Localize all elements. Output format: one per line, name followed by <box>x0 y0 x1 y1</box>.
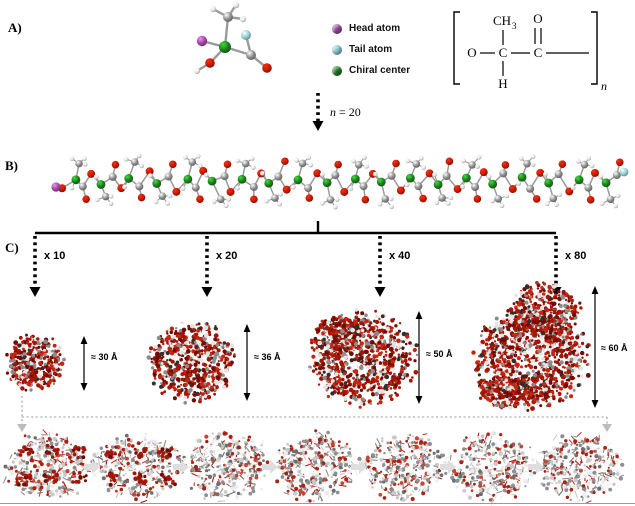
size-measure-arrows <box>80 286 599 408</box>
n-equals-label: n = 20 <box>330 105 361 120</box>
left-bracket <box>453 11 460 85</box>
multiplier-label-x80: x 80 <box>565 250 587 262</box>
polymerization-arrow-icon <box>312 93 324 131</box>
legend-item-head-atom: Head atom <box>332 18 410 39</box>
formula-o-ester: O <box>467 45 476 60</box>
chiral-center-icon <box>332 65 342 76</box>
head-atom-icon <box>332 23 342 34</box>
nanoparticle-snapshots <box>2 429 625 506</box>
assembly-branch-lines <box>29 221 562 297</box>
size-label-36a: ≈ 36 Å <box>254 352 281 362</box>
formula-o-carbonyl: O <box>533 11 542 26</box>
right-bracket <box>591 11 598 85</box>
legend-label-tail-atom: Tail atom <box>349 44 393 55</box>
repeat-unit-formula: O C C CH 3 O H n <box>453 11 607 93</box>
polymer-chain-graphic <box>51 153 629 210</box>
legend: Head atom Tail atom Chiral center <box>332 18 410 81</box>
legend-item-chiral-center: Chiral center <box>332 60 410 81</box>
formula-c1: C <box>499 45 508 60</box>
size-label-50a: ≈ 50 Å <box>426 349 453 359</box>
formula-h: H <box>498 76 507 91</box>
legend-label-chiral-center: Chiral center <box>349 65 411 76</box>
relaxation-path-arrow-icon <box>17 396 612 432</box>
formula-n-subscript: n <box>601 79 607 93</box>
bottom-rule <box>0 503 635 504</box>
multiplier-label-x10: x 10 <box>44 250 66 262</box>
size-label-60a: ≈ 60 Å <box>601 343 628 353</box>
panel-c-label: C) <box>5 240 19 255</box>
multiplier-label-x40: x 40 <box>389 250 411 262</box>
n-symbol: n <box>330 105 336 119</box>
formula-methyl-sub: 3 <box>512 21 517 31</box>
legend-item-tail-atom: Tail atom <box>332 39 410 60</box>
multiplier-label-x20: x 20 <box>216 250 238 262</box>
formula-c2: C <box>534 45 543 60</box>
aggregate-blobs <box>5 280 591 412</box>
legend-label-head-atom: Head atom <box>349 23 401 34</box>
size-label-30a: ≈ 30 Å <box>91 352 118 362</box>
panel-b-label: B) <box>5 158 18 173</box>
formula-methyl-ch: CH <box>493 13 511 28</box>
n-value: = 20 <box>336 105 361 119</box>
monomer-molecule <box>194 1 272 74</box>
panel-a-label: A) <box>8 20 22 35</box>
tail-atom-icon <box>332 44 342 55</box>
